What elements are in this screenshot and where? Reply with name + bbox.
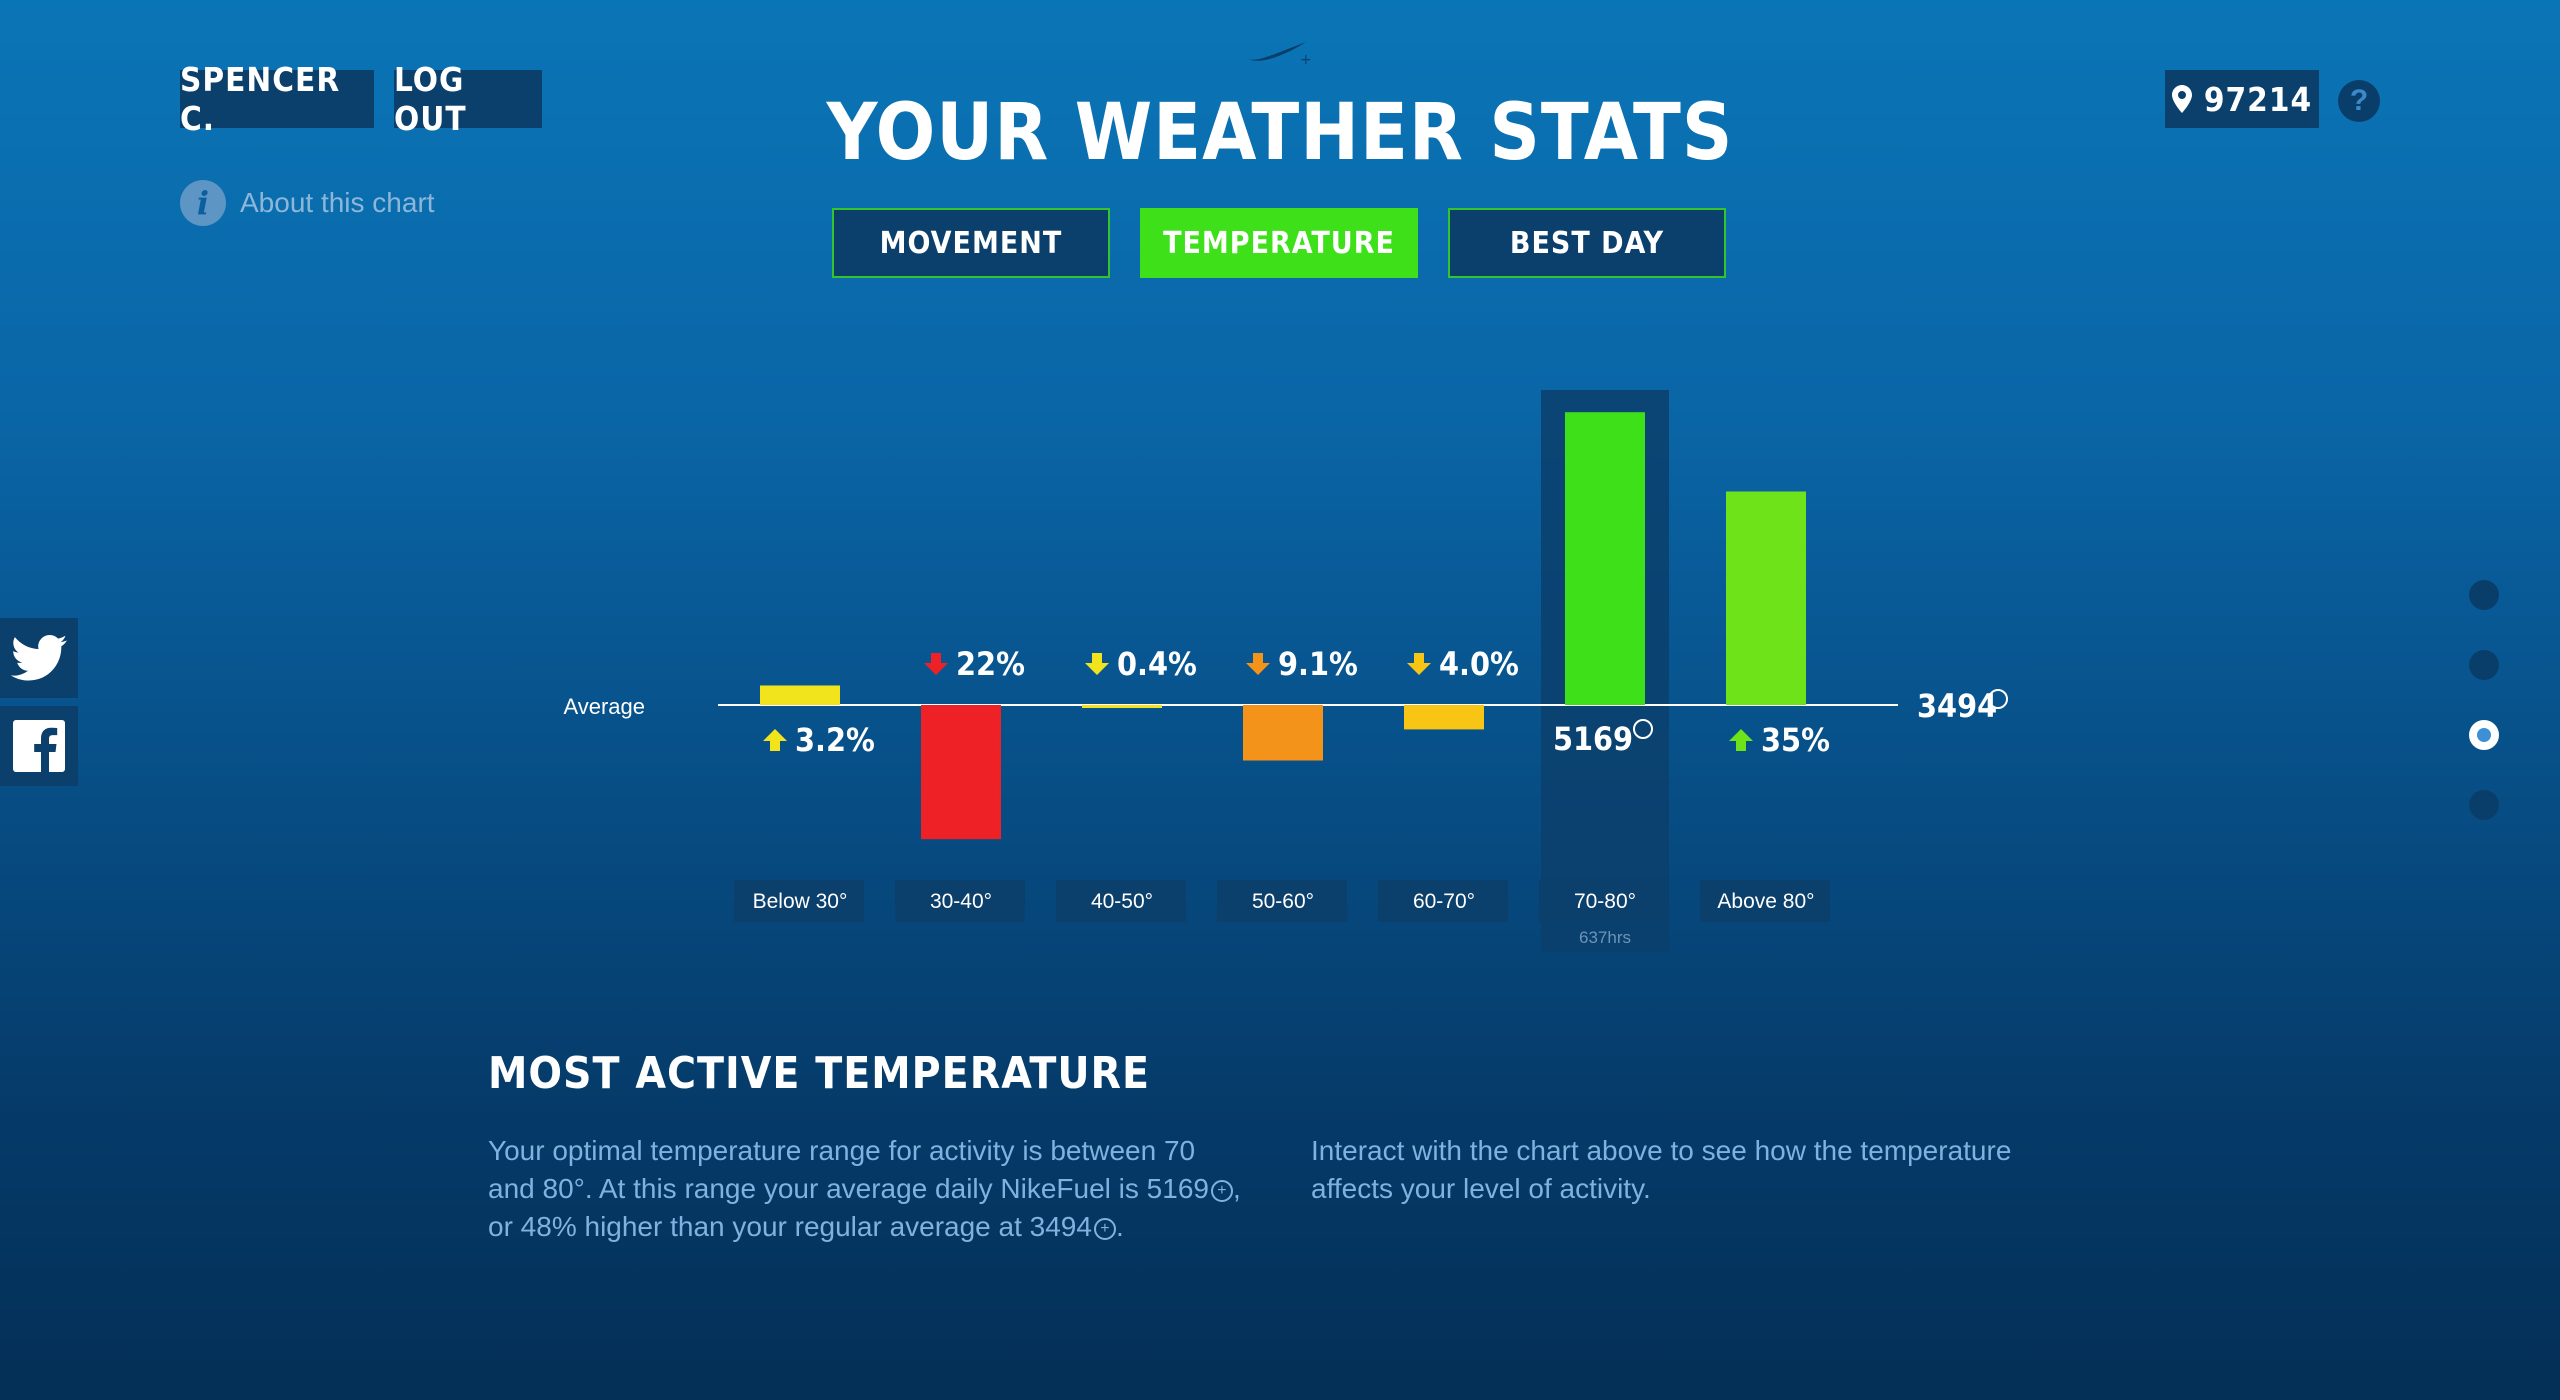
percent-label: 9.1% [1278, 645, 1358, 683]
zip-code-label: 97214 [2203, 79, 2313, 119]
percent-label: 35% [1761, 721, 1830, 759]
category-label: 30-40° [930, 890, 992, 913]
category-label: 60-70° [1413, 890, 1475, 913]
highlight-value: 5169 [1553, 720, 1633, 758]
summary-text-part: , or 48% higher than your regular averag… [488, 1173, 1241, 1242]
chart-bar [1565, 412, 1645, 705]
category-box [895, 880, 1025, 922]
tab-movement[interactable]: MOVEMENT [832, 208, 1110, 278]
nike-plus-logo: + [1246, 42, 1312, 66]
twitter-share-button[interactable] [0, 618, 78, 698]
arrow-down-icon [924, 653, 948, 675]
category-label: 40-50° [1091, 890, 1153, 913]
category-box [1056, 880, 1186, 922]
summary-text-part: Your optimal temperature range for activ… [488, 1135, 1209, 1204]
category-box [1217, 880, 1347, 922]
facebook-share-button[interactable] [0, 706, 78, 786]
temperature-chart: Average 3494 3.2% Below 30° 22% 30-40° 0.4% 40-… [563, 390, 2008, 952]
info-icon: i [180, 180, 226, 226]
category-label: Above 80° [1717, 890, 1814, 913]
zip-code-button[interactable]: 97214 [2165, 70, 2319, 128]
category-box [1378, 880, 1508, 922]
category-label: 70-80° [1574, 890, 1636, 913]
chart-bar [1404, 705, 1484, 730]
average-label: Average [563, 694, 645, 719]
arrow-down-icon [1085, 653, 1109, 675]
percent-label: 22% [956, 645, 1025, 683]
page-dot-1[interactable] [2469, 580, 2499, 610]
section-title: MOST ACTIVE TEMPERATURE [488, 1048, 1151, 1099]
page-dot-2[interactable] [2469, 650, 2499, 680]
arrow-up-icon [763, 729, 787, 751]
summary-text: Your optimal temperature range for activ… [488, 1132, 1248, 1246]
category-label: Below 30° [753, 890, 848, 913]
percent-label: 3.2% [795, 721, 875, 759]
chart-bar [1243, 705, 1323, 761]
category-label: 50-60° [1252, 890, 1314, 913]
category-box [1539, 880, 1669, 922]
fuel-icon [1988, 689, 2008, 709]
fuel-icon [1633, 719, 1653, 739]
average-value: 3494 [1917, 687, 1997, 725]
facebook-icon [13, 720, 65, 772]
tab-best-day[interactable]: BEST DAY [1448, 208, 1726, 278]
location-pin-icon [2171, 85, 2192, 113]
about-chart-label: About this chart [240, 187, 435, 218]
chart-bar [1726, 491, 1806, 705]
tab-temperature[interactable]: TEMPERATURE [1140, 208, 1418, 278]
summary-text-part: . [1115, 1211, 1124, 1242]
highlight-hours: 637hrs [1579, 928, 1631, 947]
page-dot-3[interactable] [2469, 720, 2499, 750]
twitter-icon [11, 635, 67, 681]
category-box [734, 880, 864, 922]
svg-text:+: + [1300, 52, 1312, 66]
percent-label: 0.4% [1117, 645, 1197, 683]
fuel-icon: + [1093, 1217, 1116, 1240]
arrow-up-icon [1729, 729, 1753, 751]
chart-bar [921, 705, 1001, 840]
percent-label: 4.0% [1439, 645, 1519, 683]
chart-bar [760, 685, 840, 705]
page-title: YOUR WEATHER STATS [826, 88, 1734, 178]
chart-bar [1082, 705, 1162, 708]
arrow-down-icon [1407, 653, 1431, 675]
page-dot-4[interactable] [2469, 790, 2499, 820]
about-chart-link[interactable]: i About this chart [180, 180, 435, 226]
help-icon[interactable]: ? [2338, 80, 2380, 122]
arrow-down-icon [1246, 653, 1270, 675]
category-box [1700, 880, 1830, 922]
fuel-icon: + [1210, 1179, 1233, 1202]
interaction-hint-text: Interact with the chart above to see how… [1311, 1135, 2012, 1204]
